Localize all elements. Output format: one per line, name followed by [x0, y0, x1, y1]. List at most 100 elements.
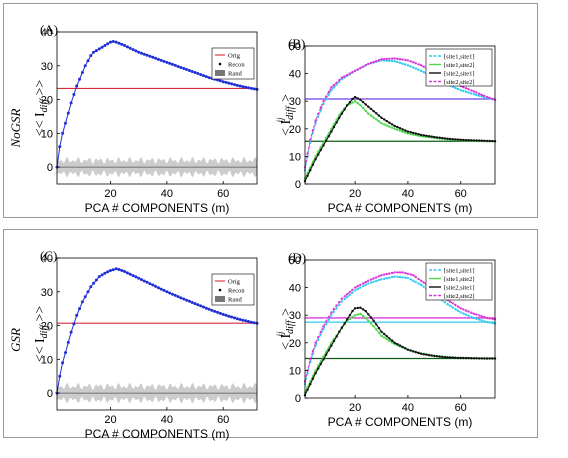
recon-point-31: [142, 52, 146, 56]
series-2-point-37: [401, 345, 404, 349]
series-3-point-63: [470, 311, 473, 314]
series-3-point-24: [367, 279, 370, 282]
legend-entry: Orig: [228, 279, 241, 286]
series-2-point-12: [335, 121, 338, 124]
series-3-point-31: [385, 272, 388, 276]
series-2-point-25: [369, 316, 373, 319]
series-1-point-18: [351, 101, 354, 104]
series-2-point-50: [435, 355, 439, 358]
series-1-point-28: [377, 331, 381, 334]
series-3-point-68: [483, 94, 486, 98]
series-2-point-4: [314, 158, 317, 161]
series-1-point-29: [380, 122, 383, 125]
series-3-point-65: [475, 91, 478, 94]
recon-point-66: [241, 85, 245, 89]
recon-point-26: [128, 46, 132, 50]
recon-point-48: [190, 301, 194, 304]
series-2-point-71: [491, 139, 494, 143]
series-2-point-71: [491, 357, 494, 360]
recon-point-33: [148, 282, 152, 286]
recon-point-68: [247, 320, 250, 323]
series-1-point-8: [324, 350, 328, 354]
series-0-point-31: [385, 277, 388, 280]
series-3-point-22: [361, 65, 365, 68]
recon-point-53: [204, 306, 208, 310]
series-0-point-56: [451, 306, 454, 309]
recon-point-70: [252, 321, 256, 325]
recon-point-63: [233, 83, 236, 87]
series-2-point-49: [433, 354, 436, 358]
series-1-point-40: [409, 132, 412, 136]
series-0-point-40: [409, 278, 412, 281]
y-tick-label: 50: [289, 255, 301, 267]
series-3-point-30: [383, 57, 386, 61]
series-0-point-39: [406, 64, 410, 67]
series-3-point-64: [472, 90, 476, 93]
y-tick-label: 40: [41, 27, 53, 39]
series-0-point-28: [377, 278, 381, 282]
series-2-point-66: [478, 139, 481, 142]
series-2-point-50: [435, 136, 439, 139]
series-3-point-40: [409, 60, 412, 63]
series-1-point-33: [390, 341, 394, 344]
recon-point-10: [83, 295, 87, 299]
series-2-point-53: [443, 356, 447, 359]
series-3-point-32: [388, 57, 391, 60]
series-2-point-53: [443, 137, 447, 140]
y-tick-label: 30: [41, 61, 53, 73]
y-axis-label-text: << Idiff >>: [33, 306, 50, 363]
series-1-point-25: [369, 322, 373, 325]
recon-point-6: [72, 93, 76, 96]
series-0-point-11: [332, 310, 336, 313]
recon-point-44: [179, 66, 183, 69]
recon-point-62: [230, 82, 234, 86]
series-0-point-20: [356, 287, 359, 291]
series-2-point-32: [388, 121, 391, 124]
recon-point-14: [94, 278, 98, 282]
series-2-point-10: [330, 130, 333, 133]
series-2-point-61: [464, 138, 468, 142]
recon-point-20: [111, 40, 115, 43]
series-0-point-5: [317, 338, 320, 342]
axes-box: [56, 257, 258, 411]
series-2-point-65: [475, 357, 478, 360]
series-3-point-26: [372, 277, 375, 280]
series-1-point-23: [364, 109, 367, 113]
series-3-point-71: [491, 317, 494, 321]
axes-box: [304, 259, 496, 399]
series-2-point-38: [404, 347, 407, 350]
recon-point-34: [151, 55, 155, 59]
series-1-point-7: [322, 355, 325, 358]
series-2-point-10: [330, 344, 333, 347]
series-2-point-41: [412, 350, 415, 353]
recon-point-42: [173, 63, 177, 67]
series-1-point-24: [367, 319, 370, 322]
series-3-point-39: [406, 59, 410, 62]
recon-point-11: [86, 59, 90, 63]
series-3-point-43: [417, 277, 420, 281]
series-3-point-10: [330, 311, 333, 314]
recon-point-29: [137, 50, 141, 54]
series-2-point-16: [346, 104, 349, 107]
series-0-point-63: [470, 315, 473, 319]
legend-entry: Rand: [228, 71, 242, 78]
recon-point-65: [238, 84, 242, 88]
series-3-point-70: [488, 96, 491, 100]
recon-point-36: [156, 57, 160, 61]
series-3-point-29: [380, 274, 383, 277]
x-axis-label: PCA # COMPONENTS (m): [328, 415, 473, 429]
series-2-point-31: [385, 335, 388, 338]
series-3-point-8: [324, 320, 328, 323]
series-2-point-33: [390, 339, 394, 342]
x-tick-label: 40: [402, 402, 414, 414]
series-3-point-26: [372, 60, 375, 64]
series-3-point-59: [459, 307, 462, 310]
series-3-point-42: [414, 62, 417, 65]
legend-swatch-rand: [215, 296, 225, 302]
y-tick-label: 30: [289, 310, 301, 322]
series-3-point-62: [467, 310, 470, 313]
series-3-point-9: [327, 90, 330, 94]
recon-point-54: [207, 307, 211, 311]
series-3-point-4: [314, 119, 317, 122]
series-2-point-19: [353, 95, 357, 99]
